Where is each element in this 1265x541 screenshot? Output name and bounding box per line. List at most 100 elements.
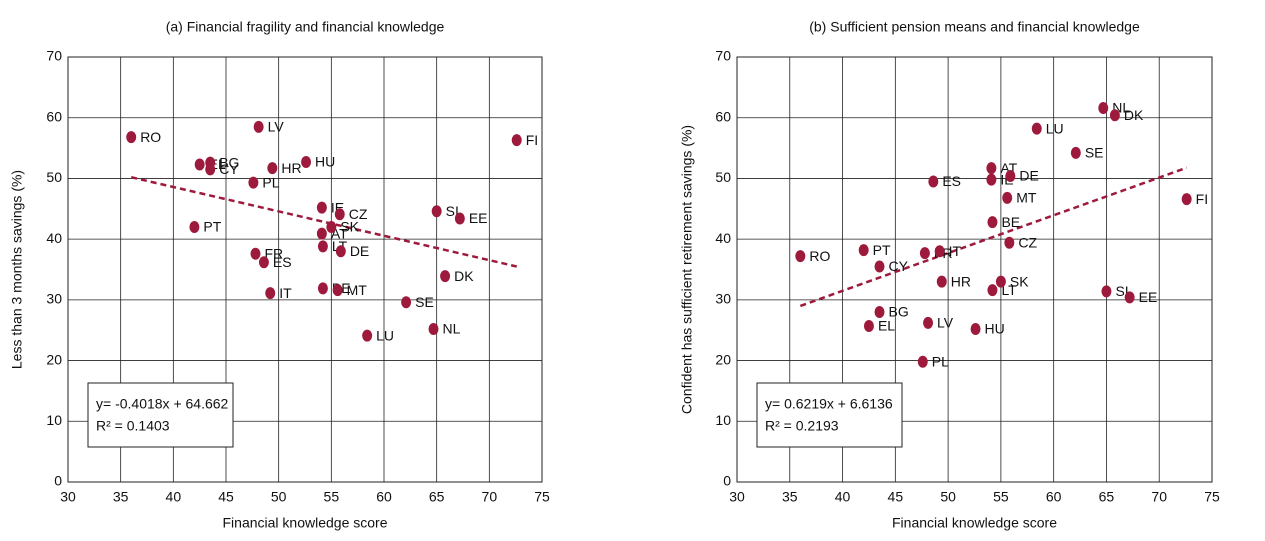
point-label: HU — [315, 154, 335, 170]
x-tick-label: 70 — [1151, 489, 1167, 505]
point-label: LT — [1001, 282, 1017, 298]
data-point — [1005, 170, 1016, 182]
point-label: IT — [949, 243, 962, 259]
point-label: MT — [1016, 190, 1037, 206]
data-point — [987, 284, 998, 297]
data-point — [326, 221, 337, 233]
y-tick-label: 40 — [715, 230, 731, 246]
data-point — [189, 221, 200, 233]
data-point — [1031, 122, 1042, 135]
point-label: DE — [1019, 168, 1038, 184]
point-label: SK — [340, 219, 359, 235]
x-axis-label: Financial knowledge score — [892, 515, 1057, 531]
y-tick-label: 60 — [715, 108, 731, 124]
point-label: HR — [281, 160, 301, 176]
data-point — [248, 176, 259, 189]
point-label: IT — [279, 285, 292, 301]
point-label: HR — [951, 273, 971, 289]
x-tick-label: 65 — [429, 489, 445, 505]
x-tick-label: 45 — [888, 489, 904, 505]
data-point — [987, 216, 998, 229]
point-label: EE — [1139, 289, 1158, 305]
x-tick-label: 35 — [782, 489, 798, 505]
y-axis-label: Confident has sufficient retirement savi… — [679, 125, 695, 414]
trendline — [130, 176, 518, 268]
data-point — [995, 275, 1006, 288]
data-point — [986, 173, 997, 186]
chart-title: (b) Sufficient pension means and financi… — [809, 19, 1140, 35]
data-point — [316, 201, 327, 214]
data-point — [986, 162, 997, 175]
trendline — [799, 166, 1188, 308]
point-label: FR — [264, 245, 283, 261]
y-tick-label: 20 — [46, 351, 62, 367]
x-tick-label: 35 — [113, 489, 129, 505]
data-point — [265, 287, 276, 300]
point-label: EL — [878, 318, 895, 334]
data-point — [928, 175, 939, 188]
data-point — [1004, 236, 1015, 249]
point-label: RO — [809, 248, 830, 264]
point-label: PL — [932, 353, 949, 369]
data-point — [317, 282, 328, 295]
data-point — [795, 250, 806, 263]
point-label: MT — [347, 282, 368, 298]
point-label: CY — [889, 258, 909, 274]
y-tick-label: 50 — [46, 169, 62, 185]
data-point — [253, 120, 264, 133]
point-label: DK — [454, 268, 474, 284]
x-tick-label: 55 — [993, 489, 1009, 505]
x-tick-label: 30 — [60, 489, 76, 505]
data-point — [1124, 291, 1135, 304]
point-label: ES — [273, 254, 292, 270]
data-point — [919, 247, 930, 260]
point-label: LV — [268, 119, 285, 135]
point-label: LV — [937, 315, 954, 331]
data-point — [1101, 285, 1112, 298]
data-point — [1098, 102, 1109, 114]
y-tick-label: 0 — [54, 473, 62, 489]
point-label: LU — [376, 327, 394, 343]
data-point — [934, 245, 945, 258]
x-tick-label: 60 — [1046, 489, 1062, 505]
x-tick-label: 75 — [1204, 489, 1220, 505]
data-point — [923, 316, 934, 329]
data-point — [858, 244, 869, 257]
x-tick-label: 75 — [534, 489, 550, 505]
y-tick-label: 30 — [715, 291, 731, 307]
point-label: HU — [985, 321, 1005, 337]
data-point — [863, 319, 874, 332]
x-tick-label: 55 — [324, 489, 340, 505]
data-point — [874, 306, 885, 318]
point-label: DE — [350, 243, 369, 259]
data-point — [511, 134, 522, 147]
point-label: PL — [262, 174, 279, 190]
data-point — [440, 270, 451, 283]
x-axis-label: Financial knowledge score — [223, 515, 388, 531]
x-tick-label: 45 — [218, 489, 234, 505]
data-point — [317, 240, 328, 253]
point-label: SE — [1085, 145, 1104, 161]
data-point — [1070, 146, 1081, 159]
x-tick-label: 40 — [835, 489, 851, 505]
y-tick-label: 50 — [715, 169, 731, 185]
data-point — [401, 296, 412, 309]
point-label: ES — [942, 173, 961, 189]
r-squared: R² = 0.2193 — [765, 418, 839, 434]
data-point — [334, 208, 345, 221]
data-point — [267, 162, 278, 175]
x-tick-label: 65 — [1099, 489, 1115, 505]
y-tick-label: 10 — [46, 412, 62, 428]
equation-box — [756, 382, 903, 448]
data-point — [454, 212, 465, 225]
point-label: RO — [140, 129, 161, 145]
point-label: EE — [469, 210, 488, 226]
chart: (b) Sufficient pension means and financi… — [679, 19, 1220, 531]
data-point — [301, 156, 312, 169]
chart-title: (a) Financial fragility and financial kn… — [166, 19, 445, 35]
data-point — [874, 260, 885, 273]
x-tick-label: 40 — [166, 489, 182, 505]
equation: y= 0.6219x + 6.6136 — [765, 396, 893, 412]
point-label: FI — [1196, 191, 1208, 207]
